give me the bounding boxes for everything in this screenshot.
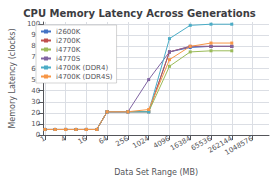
svg-text:256: 256 xyxy=(114,135,130,149)
svg-text:i4770K: i4770K xyxy=(56,46,81,54)
svg-text:65536: 65536 xyxy=(189,134,213,153)
svg-text:i2600K: i2600K xyxy=(56,28,81,36)
svg-text:10: 10 xyxy=(31,120,40,128)
svg-text:i4700K (DDR4S): i4700K (DDR4S) xyxy=(56,73,113,81)
svg-text:CPU Memory Latency Across Gene: CPU Memory Latency Across Generations xyxy=(23,8,256,19)
svg-text:4096: 4096 xyxy=(152,135,171,151)
svg-text:1048576: 1048576 xyxy=(224,135,255,157)
svg-text:1024: 1024 xyxy=(131,134,151,150)
svg-text:4: 4 xyxy=(60,134,68,143)
svg-text:i4700K (DDR4): i4700K (DDR4) xyxy=(56,64,108,72)
svg-text:64: 64 xyxy=(97,134,109,146)
svg-text:40: 40 xyxy=(31,87,40,95)
svg-text:0: 0 xyxy=(35,131,41,139)
svg-text:100: 100 xyxy=(26,20,41,29)
svg-text:Data Set Range (MB): Data Set Range (MB) xyxy=(114,168,198,177)
svg-text:Memory Latency (clocks): Memory Latency (clocks) xyxy=(8,28,17,128)
svg-text:20: 20 xyxy=(31,109,40,117)
svg-text:i4770S: i4770S xyxy=(56,55,81,63)
svg-text:1: 1 xyxy=(39,135,47,144)
svg-text:16384: 16384 xyxy=(169,134,193,152)
svg-text:16: 16 xyxy=(77,135,89,146)
svg-text:30: 30 xyxy=(31,98,40,106)
svg-text:262144: 262144 xyxy=(206,134,234,155)
svg-text:i2700K: i2700K xyxy=(56,37,81,45)
